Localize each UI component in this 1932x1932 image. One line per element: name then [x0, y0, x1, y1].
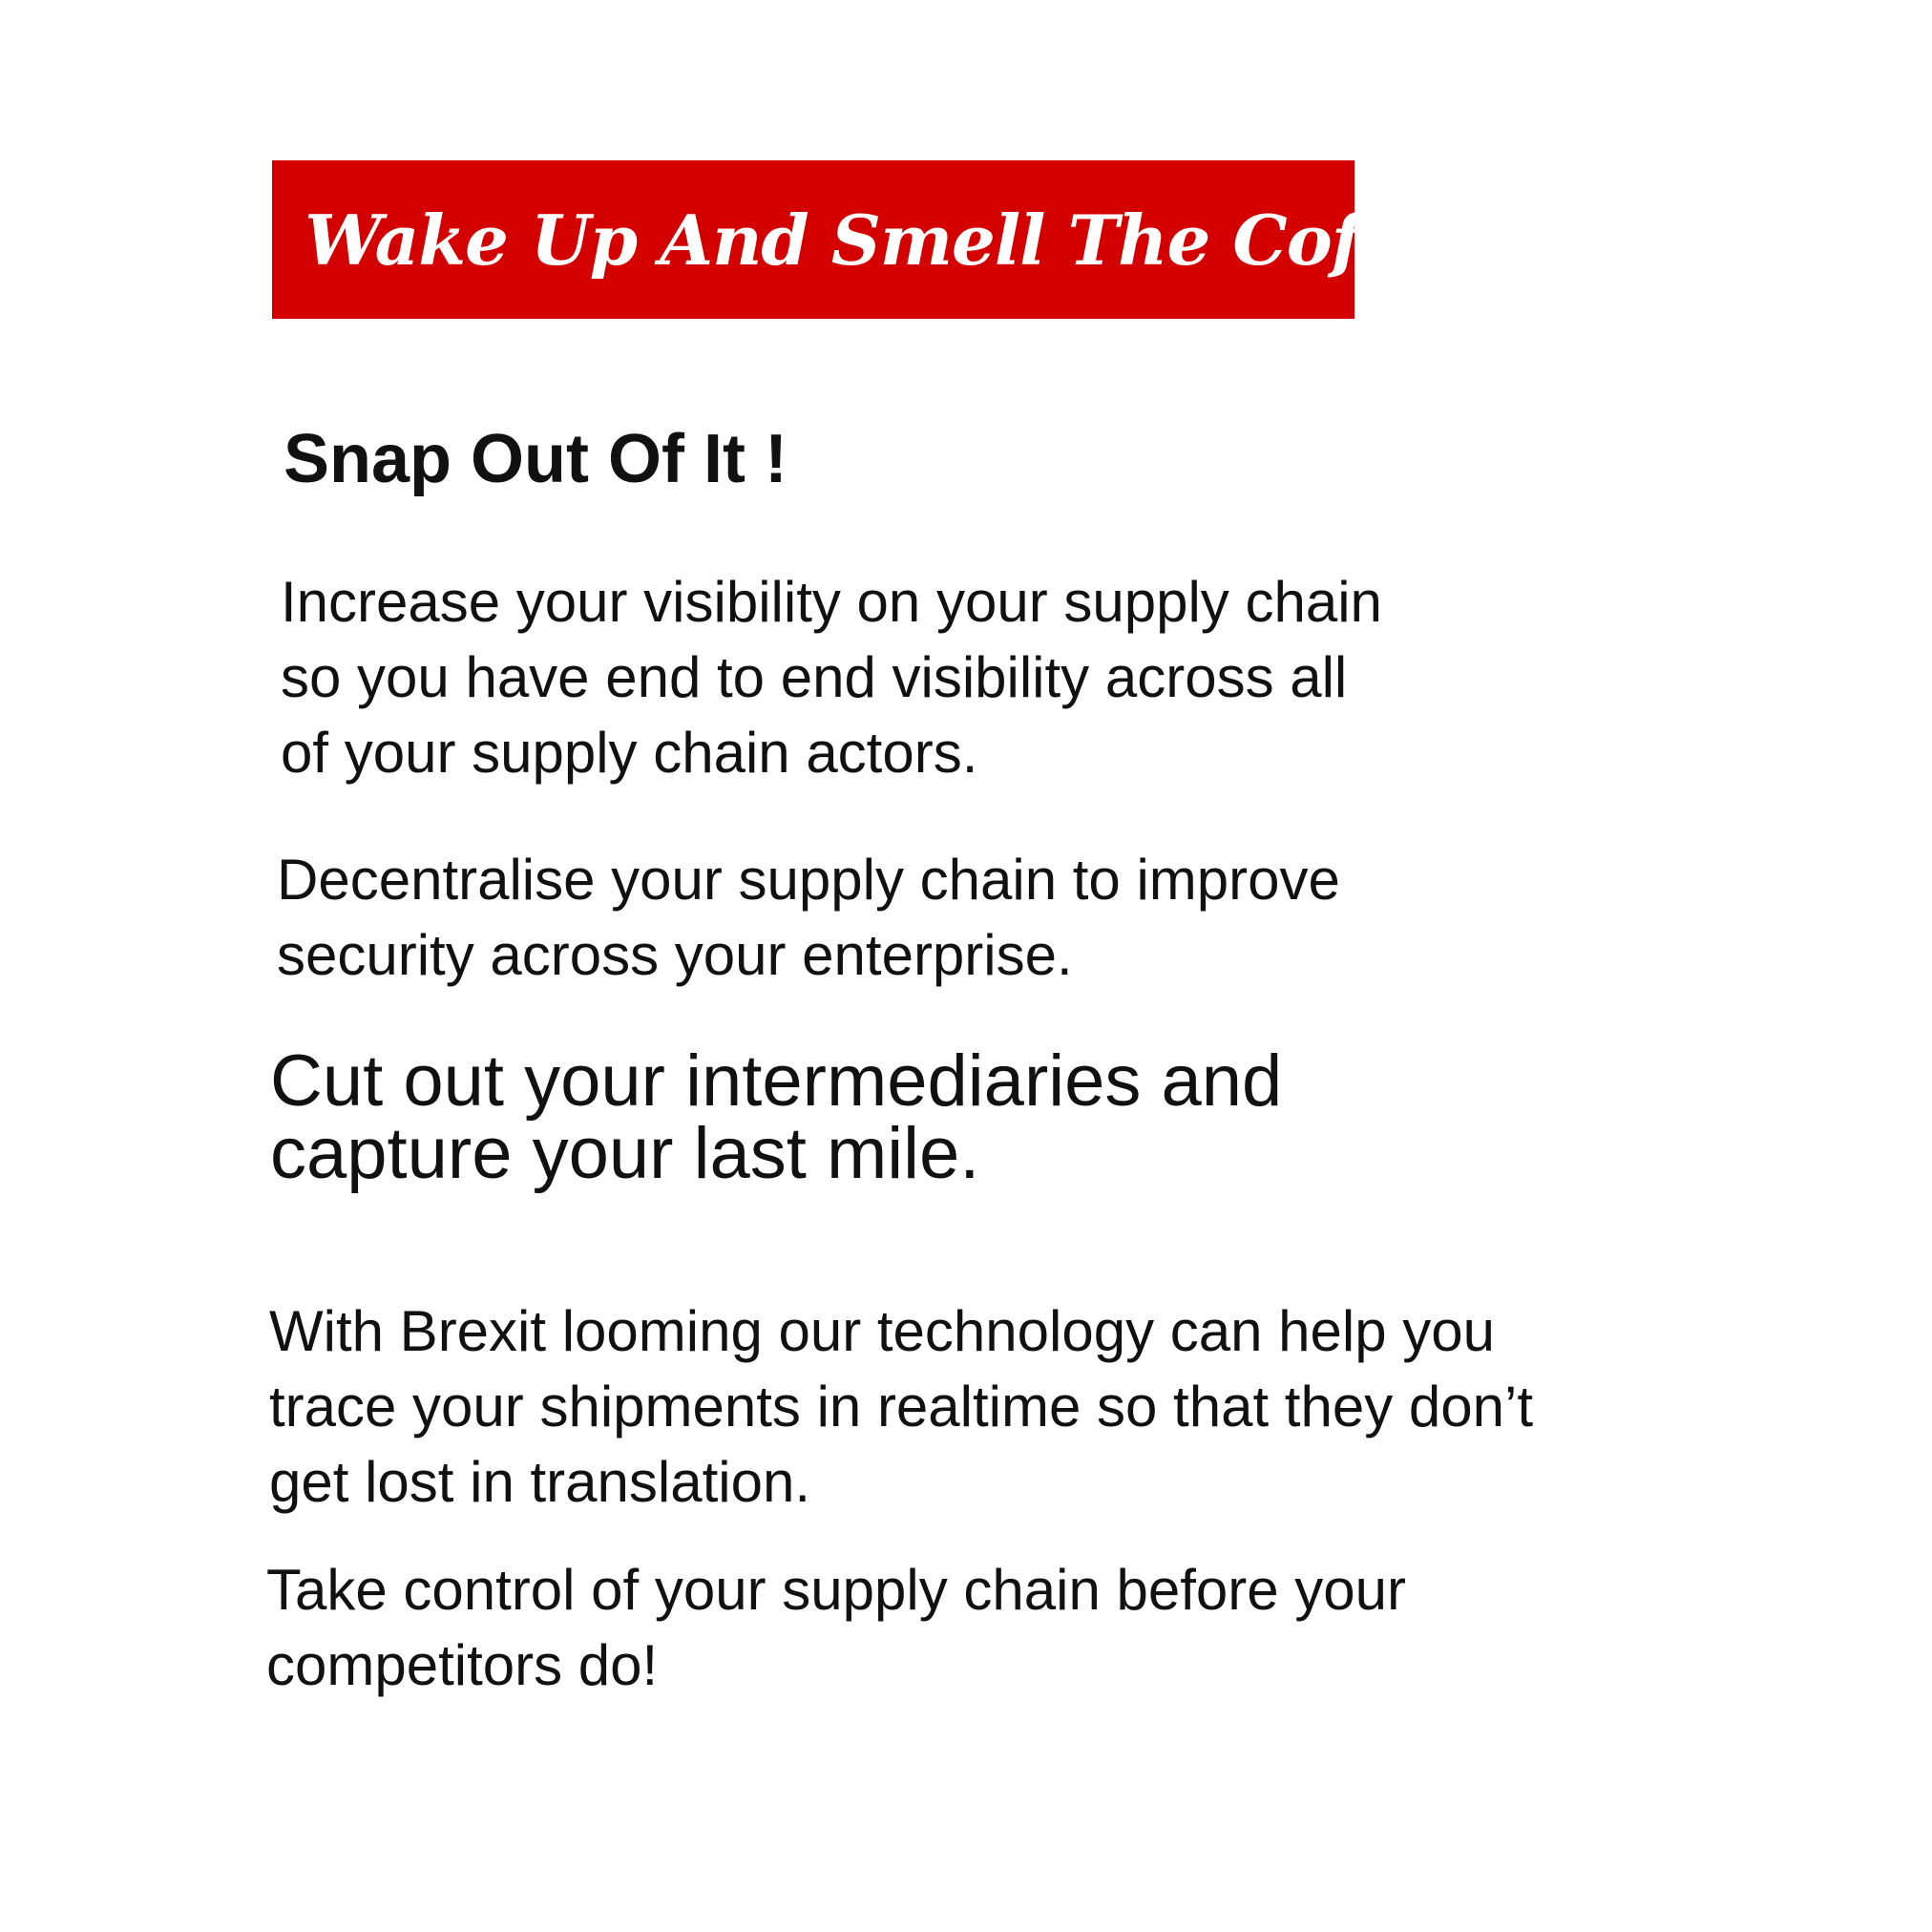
paragraph-decentralise: Decentralise your supply chain to improv… — [277, 848, 1340, 987]
banner: Wake Up And Smell The Coffee...... — [272, 160, 1613, 319]
paragraph-visibility: Increase your visibility on your supply … — [281, 570, 1382, 785]
paragraph-intermediaries: Cut out your intermediaries and capture … — [270, 1040, 1283, 1194]
heading: Snap Out Of It ! — [284, 421, 788, 497]
banner-text: Wake Up And Smell The Coffee...... — [304, 199, 1613, 281]
paragraph-take-control: Take control of your supply chain before… — [266, 1558, 1406, 1697]
paragraph-brexit: With Brexit looming our technology can h… — [269, 1299, 1533, 1514]
